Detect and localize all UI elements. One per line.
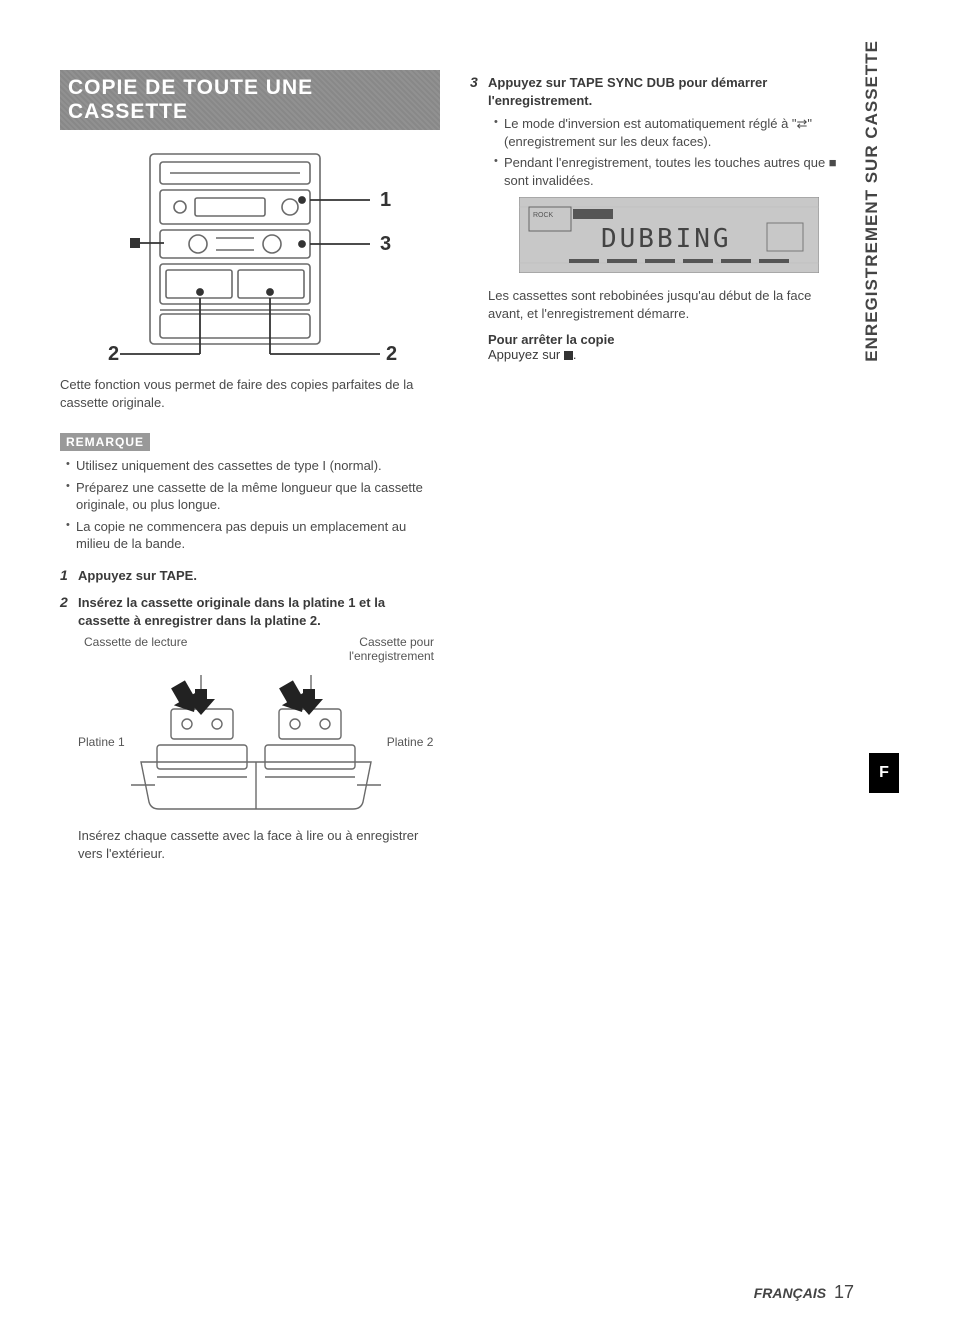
step-3: Appuyez sur TAPE SYNC DUB pour démarrer … xyxy=(470,74,850,362)
step-2: Insérez la cassette originale dans la pl… xyxy=(60,594,440,862)
insert-note: Insérez chaque cassette avec la face à l… xyxy=(78,827,440,862)
callout-2l: 2 xyxy=(108,343,119,364)
stereo-diagram: 1 3 2 2 xyxy=(60,144,440,364)
post-display-text: Les cassettes sont rebobinées jusqu'au d… xyxy=(488,287,850,322)
deck-diagram xyxy=(131,667,381,817)
intro-text: Cette fonction vous permet de faire des … xyxy=(60,376,440,411)
list-item: Le mode d'inversion est automatiquement … xyxy=(494,115,850,150)
deck-label-left: Platine 1 xyxy=(78,735,125,749)
remarque-heading: REMARQUE xyxy=(60,433,150,451)
svg-text:DUBBING: DUBBING xyxy=(601,224,732,254)
remarque-list: Utilisez uniquement des cassettes de typ… xyxy=(60,457,440,553)
list-item: Pendant l'enregistrement, toutes les tou… xyxy=(494,154,850,189)
step-1-head: Appuyez sur TAPE. xyxy=(78,567,440,585)
page-title: COPIE DE TOUTE UNE CASSETTE xyxy=(68,76,432,124)
list-item: Utilisez uniquement des cassettes de typ… xyxy=(66,457,440,475)
callout-1: 1 xyxy=(380,189,391,211)
callout-2r: 2 xyxy=(386,343,397,364)
step-1: Appuyez sur TAPE. xyxy=(60,567,440,585)
section-side-label: ENREGISTREMENT SUR CASSETTE xyxy=(862,40,882,362)
deck-label-top-right: Cassette pour l'enregistrement xyxy=(314,635,434,663)
list-item: Préparez une cassette de la même longueu… xyxy=(66,479,440,514)
stop-body-prefix: Appuyez sur xyxy=(488,347,564,362)
deck-label-right: Platine 2 xyxy=(387,735,434,749)
callout-3: 3 xyxy=(380,233,391,255)
deck-label-top-left: Cassette de lecture xyxy=(84,635,187,663)
language-tab: F xyxy=(869,753,899,793)
footer-page: 17 xyxy=(834,1282,854,1302)
step-2-head: Insérez la cassette originale dans la pl… xyxy=(78,594,440,629)
stop-heading: Pour arrêter la copie xyxy=(488,332,614,347)
lcd-display: ROCK DUBB xyxy=(488,197,850,273)
list-item: La copie ne commencera pas depuis un emp… xyxy=(66,518,440,553)
svg-text:ROCK: ROCK xyxy=(533,212,554,219)
page-title-block: COPIE DE TOUTE UNE CASSETTE xyxy=(60,70,440,130)
step-3-head: Appuyez sur TAPE SYNC DUB pour démarrer … xyxy=(488,74,850,109)
stop-icon xyxy=(564,351,573,360)
page-footer: FRANÇAIS 17 xyxy=(754,1282,854,1303)
stop-body-suffix: . xyxy=(573,347,577,362)
footer-lang: FRANÇAIS xyxy=(754,1285,826,1301)
